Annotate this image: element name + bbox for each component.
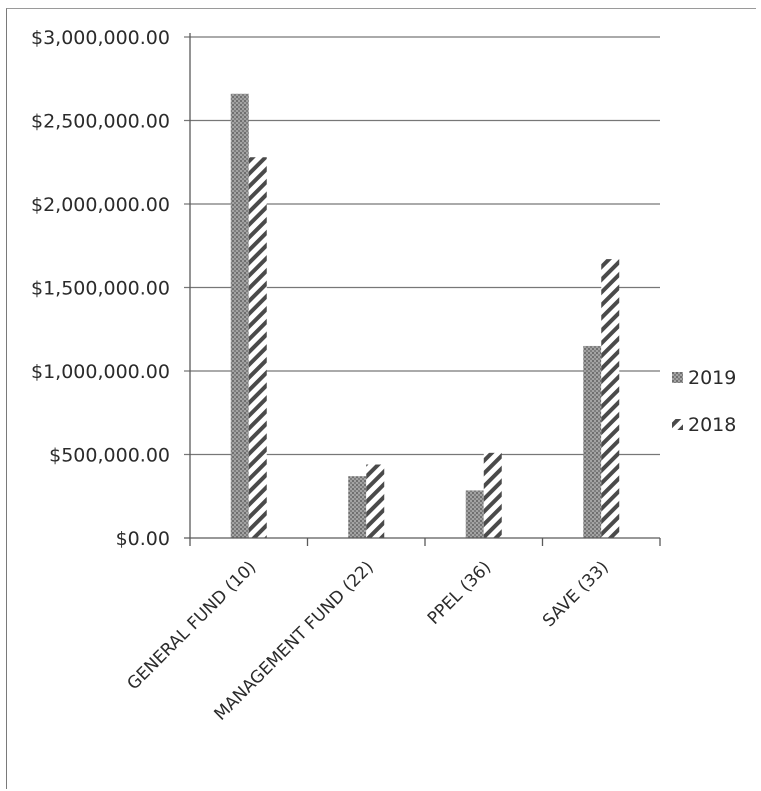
bar-2019-1 [348, 476, 367, 538]
legend-swatch [672, 419, 683, 430]
axes [184, 33, 661, 546]
bar-2018-3 [601, 259, 620, 538]
bar-2019-0 [230, 93, 249, 538]
bar-2018-1 [366, 464, 385, 538]
y-tick-label: $1,000,000.00 [31, 361, 170, 383]
legend: 2019 2018 [672, 367, 736, 436]
category-label: SAVE (33) [539, 557, 613, 631]
legend-label: 2018 [688, 414, 736, 436]
y-tick-label: $3,000,000.00 [31, 27, 170, 49]
category-label: PPEL (36) [424, 557, 495, 628]
category-label: GENERAL FUND (10) [124, 557, 261, 694]
legend-label: 2019 [688, 367, 736, 389]
legend-swatch [672, 372, 683, 383]
y-tick-label: $1,500,000.00 [31, 278, 170, 300]
bar-2018-0 [248, 157, 267, 539]
gridlines [184, 36, 660, 456]
chart-frame [6, 8, 756, 789]
bars [230, 93, 620, 539]
y-axis-tick-labels: $0.00 $500,000.00 $1,000,000.00 $1,500,000.… [31, 27, 170, 550]
bar-2019-3 [583, 345, 602, 538]
y-tick-label: $2,500,000.00 [31, 111, 170, 133]
bar-2019-2 [465, 490, 484, 538]
y-tick-label: $500,000.00 [49, 445, 170, 467]
x-axis-category-labels: GENERAL FUND (10)MANAGEMENT FUND (22) PPE… [124, 557, 613, 724]
y-tick-label: $2,000,000.00 [31, 194, 170, 216]
bar-2018-2 [483, 452, 502, 538]
y-tick-label: $0.00 [116, 528, 170, 550]
